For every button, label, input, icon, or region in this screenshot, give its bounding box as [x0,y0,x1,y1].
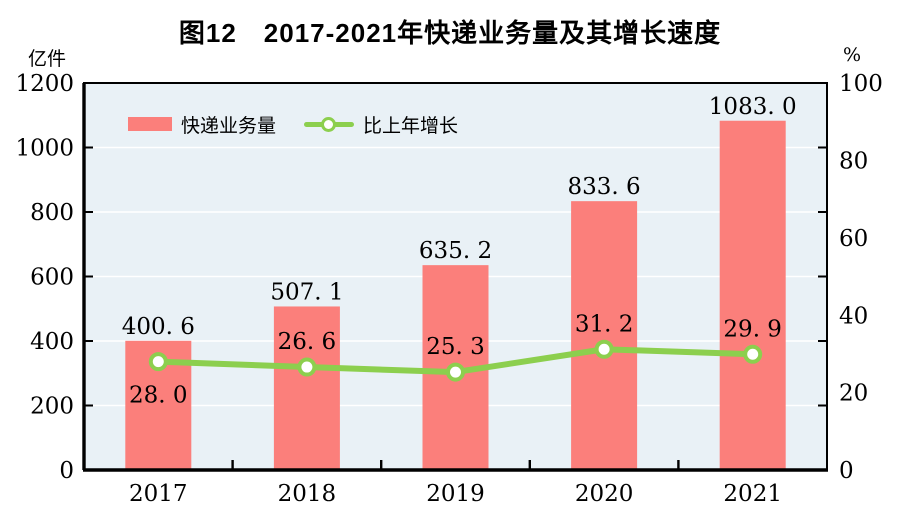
x-axis-tick-label: 2017 [129,481,188,507]
growth-value-label: 26. 6 [278,329,337,355]
legend-bar-label: 快递业务量 [181,114,277,137]
right-axis-tick-label: 60 [839,226,868,252]
x-axis-tick-label: 2021 [723,481,782,507]
bar [273,306,340,470]
bar-value-label: 833. 6 [568,174,641,200]
bar [719,120,786,471]
x-axis-tick-label: 2018 [278,481,337,507]
left-axis-unit: 亿件 [28,48,67,70]
legend-line-sample [304,116,355,132]
right-axis-tick-label: 20 [839,381,868,407]
legend: 快递业务量 比上年增长 [128,111,458,137]
line-marker [743,344,763,364]
growth-value-label: 25. 3 [426,334,485,360]
left-axis-tick-label: 800 [30,200,74,226]
legend-line-marker-icon [321,116,337,132]
right-axis-unit: % [843,44,862,66]
right-axis-tick-label: 100 [839,71,883,97]
x-axis-tick-label: 2020 [575,481,634,507]
growth-value-label: 29. 9 [723,316,782,342]
left-axis-tick-label: 1200 [15,71,74,97]
legend-bar-swatch [128,117,172,131]
legend-line-label: 比上年增长 [363,114,459,137]
left-axis-tick-label: 400 [30,329,74,355]
line-marker [446,362,465,382]
bar-value-label: 507. 1 [270,280,343,306]
right-axis-tick-label: 0 [839,458,854,484]
left-axis-tick-label: 0 [59,458,74,484]
bar-value-label: 635. 2 [419,238,492,264]
line-marker [297,357,317,377]
left-axis-tick-label: 1000 [15,136,74,162]
growth-value-label: 28. 0 [129,383,188,409]
left-axis-tick-label: 200 [30,394,74,420]
left-axis-tick-label: 600 [30,265,74,291]
bar-value-label: 1083. 0 [709,94,797,120]
x-axis-tick-label: 2019 [426,481,485,507]
right-axis-tick-label: 40 [839,303,868,329]
growth-value-label: 31. 2 [575,311,634,337]
bar [571,201,638,470]
right-axis-tick-label: 80 [839,148,868,174]
line-marker [148,352,168,372]
chart-title: 图12 2017-2021年快递业务量及其增长速度 [178,18,722,48]
line-marker [594,339,614,359]
bar-value-label: 400. 6 [122,314,195,340]
